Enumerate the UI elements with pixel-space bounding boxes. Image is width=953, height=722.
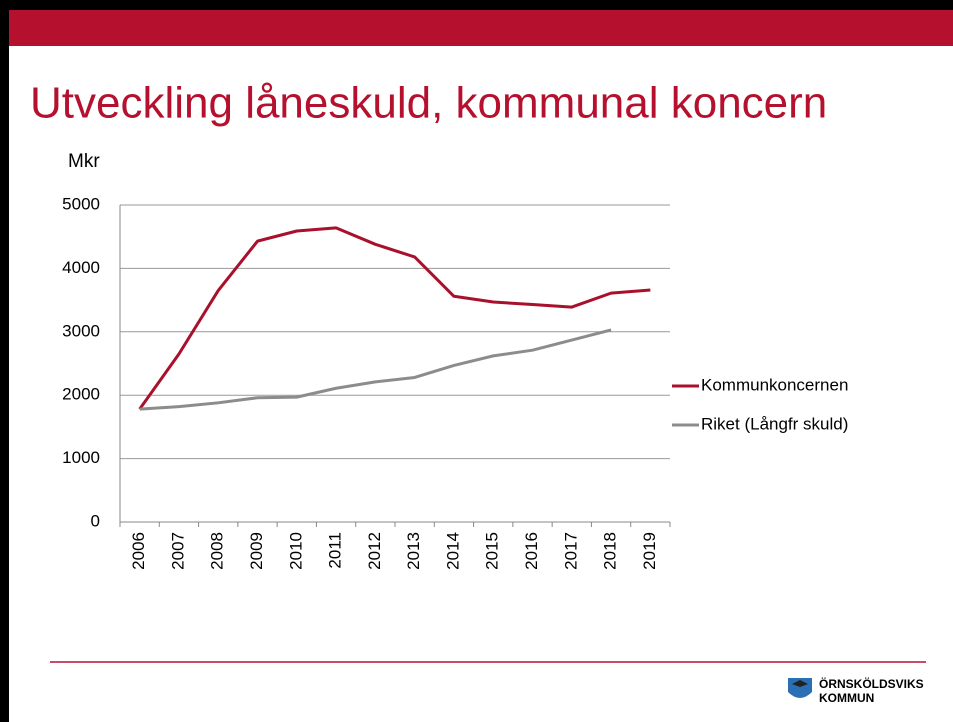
legend-label: Riket (Långfr skuld) <box>701 414 848 433</box>
logo: ÖRNSKÖLDSVIKS KOMMUN <box>788 676 924 705</box>
y-tick-label: 4000 <box>62 258 100 277</box>
logo-text: KOMMUN <box>819 691 874 705</box>
top-border <box>0 0 953 10</box>
logo-bird <box>792 680 808 687</box>
x-tick-label: 2014 <box>443 532 462 570</box>
x-tick-label: 2006 <box>129 532 148 570</box>
x-tick-label: 2008 <box>208 532 227 570</box>
header-band <box>9 10 953 46</box>
x-tick-label: 2016 <box>522 532 541 570</box>
x-tick-label: 2011 <box>326 532 345 569</box>
slide-title: Utveckling låneskuld, kommunal koncern <box>30 79 827 128</box>
x-tick-label: 2013 <box>404 532 423 570</box>
logo-text: ÖRNSKÖLDSVIKS <box>819 676 924 691</box>
x-tick-label: 2015 <box>483 532 502 570</box>
series-line <box>139 328 612 411</box>
left-border <box>0 0 9 722</box>
y-axis-label: Mkr <box>68 151 100 172</box>
x-tick-label: 2018 <box>601 532 620 570</box>
y-tick-label: 3000 <box>62 321 100 340</box>
x-tick-label: 2009 <box>247 532 266 570</box>
x-tick-label: 2012 <box>365 532 384 570</box>
y-tick-label: 2000 <box>62 385 100 404</box>
y-tick-label: 1000 <box>62 448 100 467</box>
series-line <box>138 226 651 411</box>
x-tick-label: 2019 <box>640 532 659 570</box>
y-tick-label: 5000 <box>62 194 100 213</box>
x-tick-label: 2017 <box>561 532 580 570</box>
x-tick-label: 2010 <box>286 532 305 570</box>
y-tick-label: 0 <box>91 511 100 530</box>
legend-label: Kommunkoncernen <box>701 375 848 394</box>
x-tick-label: 2007 <box>168 532 187 570</box>
